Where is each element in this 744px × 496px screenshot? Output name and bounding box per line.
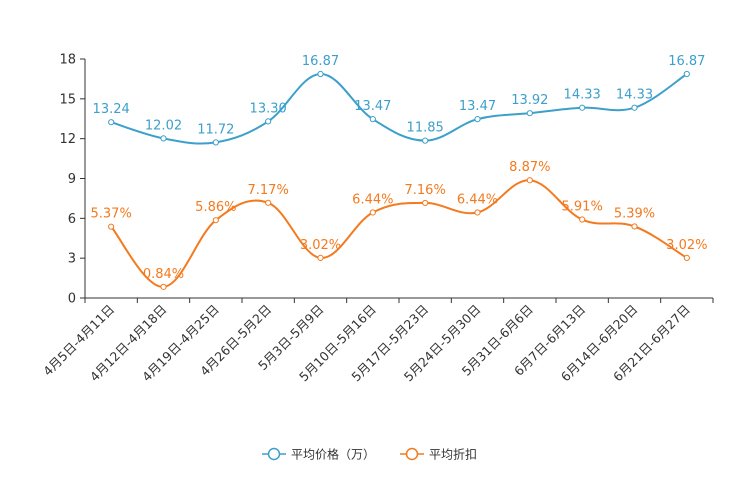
data-point-2-9[interactable] [526, 177, 533, 184]
legend-label: 平均折扣 [429, 447, 477, 462]
data-point-1-1[interactable] [108, 119, 115, 126]
data-label-2-2: 0.84% [143, 267, 184, 282]
data-point-1-11[interactable] [631, 104, 638, 111]
legend-item-1[interactable]: 平均价格（万） [262, 447, 375, 462]
series-line-2 [110, 179, 688, 288]
data-label-1-5: 16.87 [302, 54, 339, 69]
data-label-2-9: 8.87% [509, 160, 550, 175]
data-point-2-4[interactable] [265, 199, 272, 206]
data-point-1-2[interactable] [160, 135, 167, 142]
data-point-2-3[interactable] [212, 217, 219, 224]
data-label-1-10: 14.33 [564, 88, 601, 103]
data-point-1-12[interactable] [683, 70, 690, 78]
data-point-2-12[interactable] [683, 254, 690, 262]
data-point-2-6[interactable] [369, 209, 376, 216]
data-point-2-7[interactable] [422, 199, 429, 207]
data-point-1-5[interactable] [317, 70, 324, 78]
data-label-2-1: 5.37% [91, 207, 132, 222]
data-label-1-4: 13.30 [250, 101, 287, 116]
series-lines [110, 73, 688, 288]
data-point-2-11[interactable] [631, 223, 638, 230]
data-label-1-1: 13.24 [93, 102, 130, 117]
y-tick-label: 12 [59, 132, 76, 147]
data-label-2-11: 5.39% [614, 206, 655, 221]
data-point-1-10[interactable] [579, 104, 586, 111]
legend-label: 平均价格（万） [291, 447, 375, 462]
data-label-1-6: 13.47 [354, 99, 391, 114]
y-tick-label: 18 [59, 53, 76, 68]
legend-marker-icon [267, 447, 281, 461]
data-label-1-11: 14.33 [616, 88, 653, 103]
data-point-1-6[interactable] [369, 116, 376, 123]
legend-item-2[interactable]: 平均折扣 [400, 447, 477, 462]
legend[interactable]: 平均价格（万） 平均折扣 [262, 447, 477, 462]
data-label-2-3: 5.86% [195, 200, 236, 215]
data-label-1-3: 11.72 [197, 122, 234, 137]
data-point-2-1[interactable] [108, 223, 115, 230]
data-label-2-10: 5.91% [562, 200, 603, 215]
data-label-1-2: 12.02 [145, 118, 182, 133]
data-points [108, 70, 690, 290]
data-label-2-4: 7.17% [248, 183, 289, 198]
y-tick-label: 3 [68, 252, 76, 267]
data-label-1-9: 13.92 [511, 93, 548, 108]
data-labels: 13.24 12.02 11.72 13.30 16.87 13.47 11.85 13.47… [91, 54, 708, 282]
data-label-1-8: 13.47 [459, 99, 496, 114]
data-point-1-3[interactable] [212, 139, 219, 146]
data-label-1-7: 11.85 [407, 121, 444, 136]
y-tick-label: 0 [68, 292, 76, 307]
data-label-1-12: 16.87 [668, 54, 705, 69]
data-label-2-7: 7.16% [405, 183, 446, 198]
legend-marker-icon [405, 447, 419, 461]
y-tick-label: 6 [68, 212, 76, 227]
data-point-1-4[interactable] [265, 118, 272, 125]
data-label-2-6: 6.44% [352, 192, 393, 207]
data-label-2-12: 3.02% [666, 238, 707, 253]
data-point-2-10[interactable] [579, 216, 586, 223]
data-point-2-5[interactable] [317, 254, 324, 262]
data-point-1-9[interactable] [526, 110, 533, 117]
data-label-2-8: 6.44% [457, 192, 498, 207]
data-label-2-5: 3.02% [300, 238, 341, 253]
data-point-1-7[interactable] [422, 137, 429, 144]
y-tick-label: 9 [68, 172, 76, 187]
y-tick-label: 15 [59, 92, 76, 107]
data-point-2-8[interactable] [474, 209, 481, 216]
data-point-2-2[interactable] [160, 283, 167, 290]
data-point-1-8[interactable] [474, 116, 481, 123]
